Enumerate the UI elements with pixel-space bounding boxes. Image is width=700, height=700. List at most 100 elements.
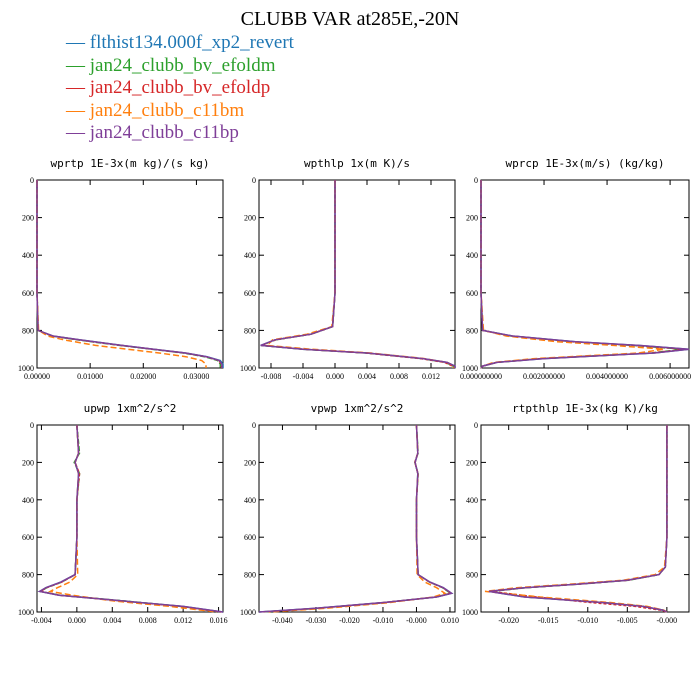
y-tick-label: 200	[22, 458, 34, 467]
legend-label: jan24_clubb_c11bp	[89, 122, 239, 144]
x-tick-label: -0.020	[339, 616, 360, 625]
panel-title: vpwp 1xm^2/s^2	[311, 402, 404, 415]
y-tick-label: 1000	[462, 608, 478, 617]
legend-label: flthist134.000f_xp2_revert	[89, 32, 294, 53]
y-tick-label: 800	[22, 326, 34, 335]
y-tick-label: 600	[466, 533, 478, 542]
y-tick-label: 0	[30, 176, 34, 185]
y-tick-label: 1000	[18, 608, 34, 617]
series-line	[480, 180, 683, 369]
legend-label: jan24_clubb_bv_efoldp	[89, 77, 271, 99]
x-tick-label: -0.000	[657, 616, 678, 625]
panel-title: wpthlp 1x(m K)/s	[304, 157, 410, 170]
series-line	[480, 180, 690, 369]
y-tick-label: 400	[244, 496, 256, 505]
y-tick-label: 800	[466, 571, 478, 580]
y-tick-label: 400	[466, 251, 478, 260]
y-tick-label: 1000	[462, 364, 478, 373]
x-tick-label: 0.012	[422, 372, 440, 381]
series-line	[262, 424, 453, 613]
x-tick-label: 0.004	[358, 372, 376, 381]
panel-frame	[36, 424, 224, 613]
x-tick-label: -0.008	[261, 372, 282, 381]
y-tick-label: 800	[22, 571, 34, 580]
x-tick-label: -0.030	[306, 616, 327, 625]
panel-frame	[480, 179, 690, 369]
legend-dash: —	[66, 54, 90, 76]
x-tick-label: -0.004	[31, 616, 52, 625]
series-line	[37, 424, 224, 613]
x-tick-label: -0.010	[577, 616, 598, 625]
legend-label: jan24_clubb_bv_efoldm	[89, 54, 276, 76]
panel-frame	[36, 179, 224, 369]
series-line	[488, 425, 668, 613]
y-tick-label: 0	[30, 421, 34, 430]
series-line	[260, 180, 456, 368]
panel-title: upwp 1xm^2/s^2	[84, 402, 177, 415]
x-tick-label: -0.000	[406, 616, 427, 625]
panel-frame	[480, 424, 690, 613]
y-tick-label: 200	[466, 214, 478, 223]
y-tick-label: 800	[244, 326, 256, 335]
x-tick-label: -0.015	[538, 616, 559, 625]
x-tick-label: 0.010	[441, 616, 459, 625]
series-line	[261, 180, 455, 368]
y-tick-label: 400	[22, 496, 34, 505]
x-tick-label: 0.000	[326, 372, 344, 381]
series-line	[36, 180, 223, 368]
series-line	[480, 180, 664, 369]
series-line	[265, 180, 455, 368]
y-tick-label: 0	[474, 421, 478, 430]
panel-frame	[258, 179, 456, 369]
legend-item: — jan24_clubb_bv_efoldp	[66, 77, 294, 100]
legend-dash: —	[66, 99, 90, 121]
y-tick-label: 1000	[240, 608, 256, 617]
y-tick-label: 600	[244, 533, 256, 542]
y-tick-label: 200	[466, 458, 478, 467]
x-tick-label: 0.002000000	[523, 372, 565, 381]
legend-dash: —	[66, 32, 90, 53]
series-line	[261, 180, 454, 368]
x-tick-label: 0.004000000	[586, 372, 628, 381]
legend-item: — flthist134.000f_xp2_revert	[66, 32, 294, 55]
legend: — flthist134.000f_xp2_revert — jan24_clu…	[66, 32, 294, 145]
y-tick-label: 600	[244, 289, 256, 298]
x-tick-label: 0.012	[174, 616, 192, 625]
y-tick-label: 600	[466, 289, 478, 298]
panel-frame	[258, 424, 456, 613]
series-line	[36, 180, 222, 368]
panel-title: rtpthlp 1E-3x(kg K)/kg	[512, 402, 658, 415]
series-line	[260, 424, 453, 613]
series-line	[480, 180, 686, 369]
legend-dash: —	[66, 77, 90, 99]
x-tick-label: 0.004	[103, 616, 121, 625]
series-line	[47, 424, 217, 613]
legend-item: — jan24_clubb_c11bm	[66, 100, 294, 123]
panel-title: wprcp 1E-3x(m/s) (kg/kg)	[506, 157, 665, 170]
y-tick-label: 400	[244, 251, 256, 260]
figure-title: CLUBB VAR at285E,-20N	[240, 8, 460, 30]
x-tick-label: -0.020	[498, 616, 519, 625]
series-line	[258, 424, 454, 613]
x-tick-label: 0.03000	[183, 372, 209, 381]
y-tick-label: 1000	[240, 364, 256, 373]
legend-item: — jan24_clubb_c11bp	[66, 122, 294, 145]
x-tick-label: -0.040	[272, 616, 293, 625]
x-tick-label: 0.02000	[130, 372, 156, 381]
y-tick-label: 200	[22, 214, 34, 223]
x-tick-label: 0.008	[390, 372, 408, 381]
x-tick-label: 0.006000000	[649, 372, 691, 381]
y-tick-label: 0	[474, 176, 478, 185]
y-tick-label: 0	[252, 176, 256, 185]
legend-dash: —	[66, 122, 90, 144]
series-line	[480, 180, 690, 369]
y-tick-label: 800	[466, 326, 478, 335]
series-line	[38, 424, 222, 613]
x-tick-label: 0.000	[68, 616, 86, 625]
y-tick-label: 400	[466, 496, 478, 505]
series-line	[36, 180, 223, 368]
x-tick-label: 0.01000	[77, 372, 103, 381]
series-line	[36, 180, 224, 368]
y-tick-label: 200	[244, 214, 256, 223]
